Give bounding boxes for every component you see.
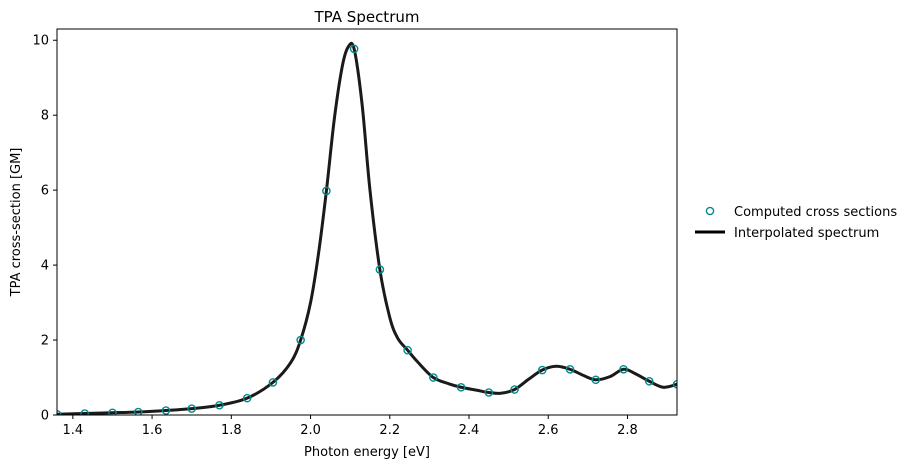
computed-point: [108, 408, 117, 415]
computed-point: [133, 407, 143, 415]
computed-point: [565, 364, 575, 374]
y-tick-label: 2: [41, 334, 49, 349]
computed-point: [349, 44, 359, 54]
computed-point: [161, 406, 171, 415]
legend: Computed cross sections Interpolated spe…: [695, 205, 897, 241]
computed-point: [242, 393, 252, 403]
x-tick-label: 2.0: [300, 423, 321, 438]
x-tick-label: 2.8: [617, 423, 638, 438]
computed-point: [591, 375, 601, 385]
x-tick-label: 1.8: [221, 423, 242, 438]
computed-point: [619, 364, 628, 374]
computed-point: [215, 400, 224, 410]
y-tick-label: 0: [41, 409, 49, 424]
computed-point: [268, 378, 278, 387]
x-tick-label: 1.4: [63, 423, 84, 438]
computed-point: [538, 365, 547, 375]
computed-point: [510, 385, 519, 394]
x-axis-ticks: 1.4 1.6 1.8 2.0 2.2 2.4 2.6 2.8: [63, 415, 638, 438]
computed-point: [296, 335, 305, 345]
computed-point: [322, 186, 331, 196]
computed-point: [672, 379, 677, 389]
legend-marker-computed: [705, 206, 715, 216]
chart-title: TPA Spectrum: [314, 8, 420, 26]
x-axis-label: Photon energy [eV]: [304, 445, 430, 460]
x-tick-label: 2.4: [459, 423, 480, 438]
x-tick-label: 2.2: [379, 423, 400, 438]
computed-point: [187, 404, 196, 413]
y-tick-label: 8: [41, 109, 49, 124]
computed-point: [644, 376, 654, 386]
plot-frame: [56, 28, 678, 416]
legend-label-interpolated: Interpolated spectrum: [734, 226, 879, 241]
computed-point: [456, 382, 466, 392]
computed-point: [484, 388, 494, 397]
y-axis-label: TPA cross-section [GM]: [9, 148, 24, 298]
plot-area: [57, 41, 677, 415]
y-tick-label: 10: [32, 34, 49, 49]
computed-point: [375, 265, 385, 274]
computed-point: [80, 409, 90, 415]
computed-point: [429, 373, 438, 382]
y-axis-ticks: 0 2 4 6 8 10: [32, 34, 57, 424]
x-tick-label: 1.6: [142, 423, 163, 438]
computed-point: [403, 345, 412, 355]
y-tick-label: 6: [41, 184, 49, 199]
y-tick-label: 4: [41, 259, 49, 274]
legend-label-computed: Computed cross sections: [734, 205, 897, 220]
x-tick-label: 2.6: [538, 423, 559, 438]
interpolated-spectrum-line: [57, 41, 677, 415]
